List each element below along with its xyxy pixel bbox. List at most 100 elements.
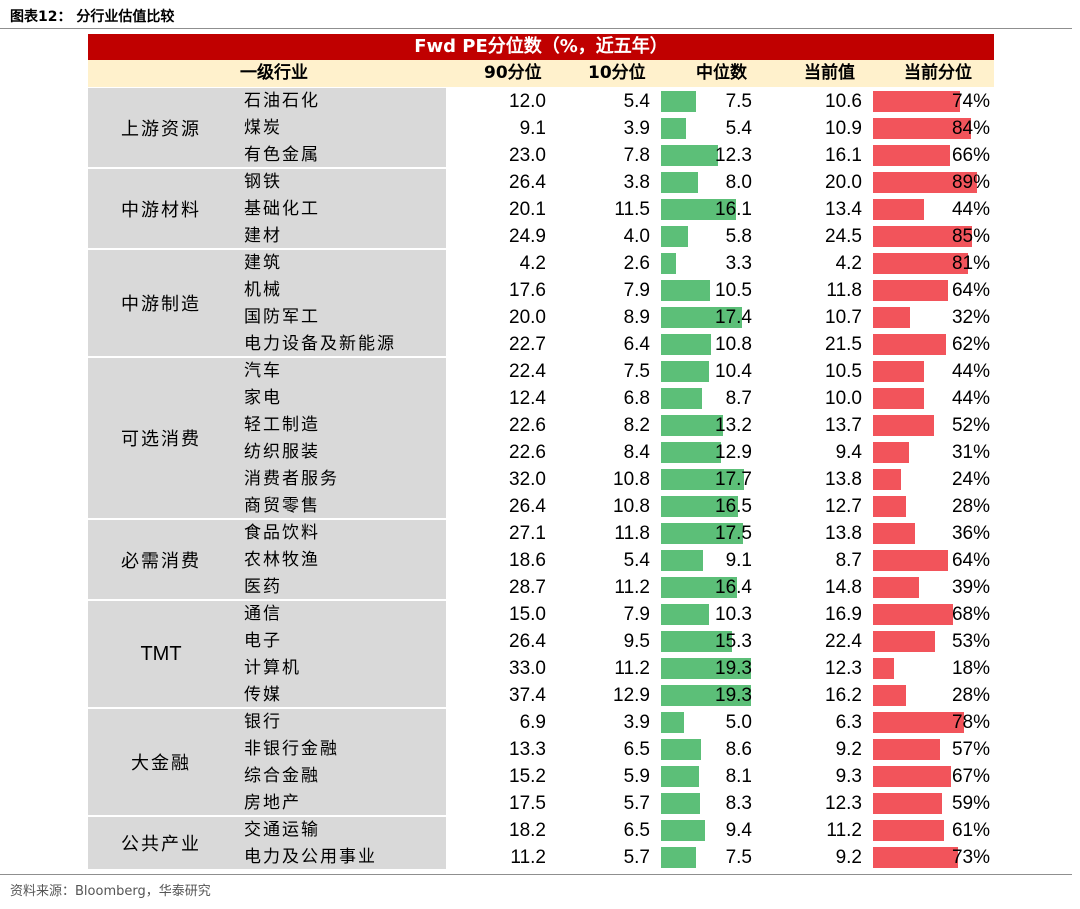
- p90-cell: 20.0: [509, 307, 546, 328]
- median-cell: 3.3: [725, 253, 752, 274]
- p90-cell: 22.4: [509, 361, 546, 382]
- p90-cell: 9.1: [519, 118, 546, 139]
- p10-cell: 2.6: [623, 253, 650, 274]
- current-pct-cell: 64%: [951, 280, 990, 301]
- p90-cell: 37.4: [509, 685, 546, 706]
- table-row: 通信 15.0 7.9 10.3 16.9 68%: [88, 601, 994, 628]
- current-pct-cell: 89%: [951, 172, 990, 193]
- table-row: 汽车 22.4 7.5 10.4 10.5 44%: [88, 358, 994, 385]
- p10-cell: 6.8: [623, 388, 650, 409]
- p90-cell: 26.4: [509, 172, 546, 193]
- p10-cell: 8.4: [623, 442, 650, 463]
- current-pct-bar: [873, 820, 944, 841]
- current-pct-cell: 39%: [951, 577, 990, 598]
- current-pct-bar: [873, 631, 935, 652]
- median-cell: 9.1: [725, 550, 752, 571]
- current-pct-bar: [873, 388, 924, 409]
- table-row: 传媒 37.4 12.9 19.3 16.2 28%: [88, 682, 994, 709]
- table-row: 电子 26.4 9.5 15.3 22.4 53%: [88, 628, 994, 655]
- median-cell: 8.1: [725, 766, 752, 787]
- table-row: 机械 17.6 7.9 10.5 11.8 64%: [88, 277, 994, 304]
- industry-cell: 医药: [234, 574, 446, 601]
- industry-cell: 建筑: [234, 250, 446, 277]
- current-cell: 10.9: [825, 118, 862, 139]
- current-pct-cell: 78%: [951, 712, 990, 733]
- current-pct-cell: 36%: [951, 523, 990, 544]
- current-pct-bar: [873, 145, 950, 166]
- median-bar: [661, 145, 718, 166]
- p10-cell: 7.9: [623, 280, 650, 301]
- current-pct-cell: 52%: [951, 415, 990, 436]
- current-pct-bar: [873, 172, 977, 193]
- industry-cell: 银行: [234, 709, 446, 736]
- current-pct-cell: 28%: [951, 496, 990, 517]
- industry-cell: 计算机: [234, 655, 446, 682]
- table-row: 计算机 33.0 11.2 19.3 12.3 18%: [88, 655, 994, 682]
- current-pct-bar: [873, 91, 960, 112]
- current-cell: 12.3: [825, 793, 862, 814]
- current-cell: 11.2: [826, 820, 862, 841]
- current-cell: 10.7: [825, 307, 862, 328]
- table-row: 轻工制造 22.6 8.2 13.2 13.7 52%: [88, 412, 994, 439]
- current-cell: 10.5: [825, 361, 862, 382]
- current-pct-cell: 44%: [951, 388, 990, 409]
- current-cell: 4.2: [835, 253, 862, 274]
- median-cell: 10.8: [715, 334, 752, 355]
- group-cell: 必需消费: [88, 520, 234, 601]
- current-cell: 12.7: [825, 496, 862, 517]
- p90-cell: 32.0: [509, 469, 546, 490]
- header-industry: 一级行业: [240, 63, 308, 83]
- p10-cell: 8.9: [623, 307, 650, 328]
- current-pct-bar: [873, 739, 940, 760]
- p90-cell: 20.1: [509, 199, 546, 220]
- p10-cell: 5.4: [623, 91, 650, 112]
- table-row: 煤炭 9.1 3.9 5.4 10.9 84%: [88, 115, 994, 142]
- p90-cell: 18.6: [509, 550, 546, 571]
- industry-cell: 电子: [234, 628, 446, 655]
- industry-cell: 建材: [234, 223, 446, 250]
- p90-cell: 13.3: [509, 739, 546, 760]
- current-pct-cell: 24%: [951, 469, 990, 490]
- top-divider: [0, 28, 1072, 29]
- median-bar: [661, 658, 751, 679]
- table-row: 交通运输 18.2 6.5 9.4 11.2 61%: [88, 817, 994, 844]
- median-cell: 16.1: [715, 199, 752, 220]
- table-header: 一级行业 90分位 10分位 中位数 当前值 当前分位: [88, 60, 994, 88]
- industry-cell: 家电: [234, 385, 446, 412]
- current-cell: 21.5: [825, 334, 862, 355]
- p90-cell: 22.7: [509, 334, 546, 355]
- table-body: 上游资源 石油石化 12.0 5.4 7.5 10.6 74% 煤炭 9.1 3.9 5.4 10.9…: [88, 88, 994, 871]
- p90-cell: 15.2: [509, 766, 546, 787]
- header-current: 当前值: [804, 63, 855, 83]
- p90-cell: 26.4: [509, 631, 546, 652]
- group-cell: 公共产业: [88, 817, 234, 871]
- median-cell: 9.4: [725, 820, 752, 841]
- industry-cell: 商贸零售: [234, 493, 446, 520]
- current-pct-cell: 73%: [951, 847, 990, 868]
- current-cell: 9.2: [835, 739, 862, 760]
- current-pct-bar: [873, 118, 971, 139]
- table-row: 建筑 4.2 2.6 3.3 4.2 81%: [88, 250, 994, 277]
- median-cell: 17.4: [715, 307, 752, 328]
- median-cell: 8.0: [725, 172, 752, 193]
- group-cell: TMT: [88, 601, 234, 709]
- current-pct-cell: 57%: [951, 739, 990, 760]
- table-row: 电力及公用事业 11.2 5.7 7.5 9.2 73%: [88, 844, 994, 871]
- group-cell: 中游制造: [88, 250, 234, 358]
- p10-cell: 9.5: [623, 631, 650, 652]
- p10-cell: 5.7: [623, 793, 650, 814]
- table-row: 非银行金融 13.3 6.5 8.6 9.2 57%: [88, 736, 994, 763]
- current-pct-bar: [873, 415, 934, 436]
- p10-cell: 10.8: [613, 469, 650, 490]
- current-pct-bar: [873, 496, 906, 517]
- median-cell: 17.7: [715, 469, 752, 490]
- current-cell: 20.0: [825, 172, 862, 193]
- median-bar: [661, 334, 711, 355]
- current-cell: 16.1: [825, 145, 862, 166]
- median-cell: 12.9: [715, 442, 752, 463]
- group-cell: 大金融: [88, 709, 234, 817]
- median-bar: [661, 631, 732, 652]
- median-cell: 16.4: [715, 577, 752, 598]
- current-cell: 16.2: [825, 685, 862, 706]
- median-bar: [661, 91, 696, 112]
